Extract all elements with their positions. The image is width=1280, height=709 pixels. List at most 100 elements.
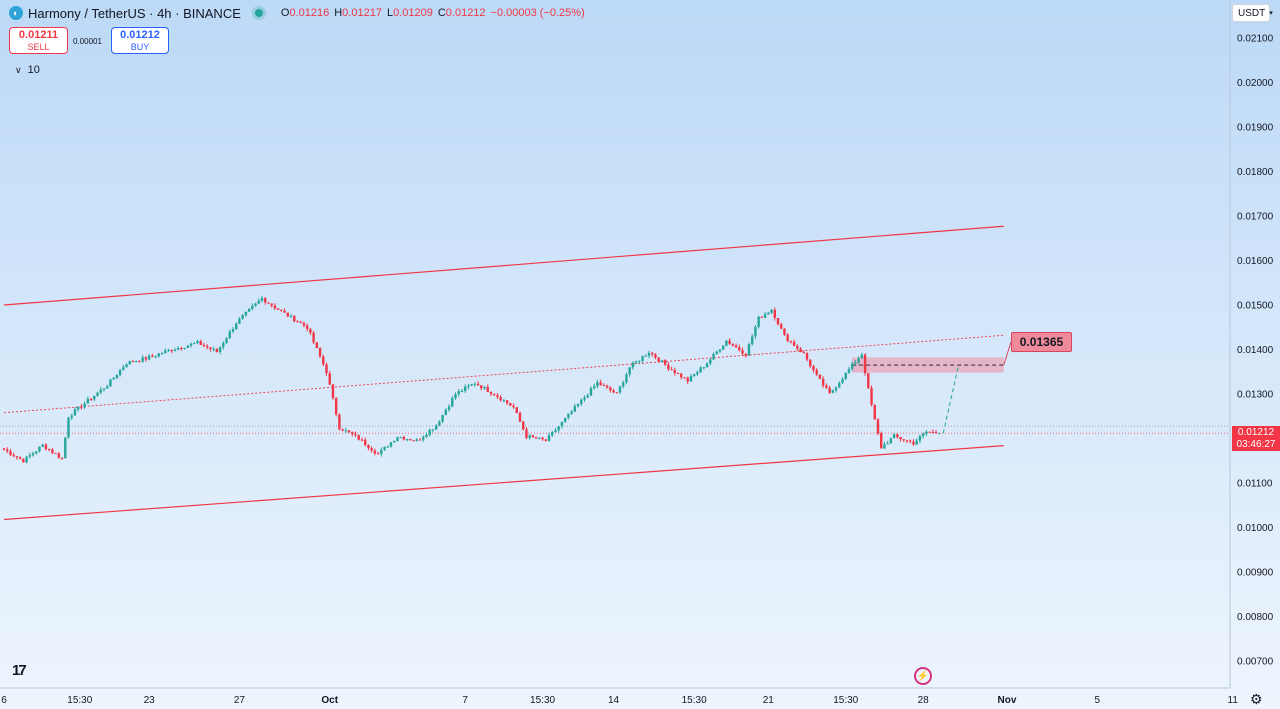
candle-body[interactable] bbox=[276, 308, 280, 310]
candle-body[interactable] bbox=[612, 390, 615, 393]
candle-body[interactable] bbox=[115, 375, 119, 378]
candle-body[interactable] bbox=[583, 397, 586, 400]
candle-body[interactable] bbox=[170, 350, 173, 352]
candle-body[interactable] bbox=[315, 342, 319, 349]
candle-body[interactable] bbox=[938, 433, 941, 435]
candle-body[interactable] bbox=[247, 308, 251, 312]
candle-body[interactable] bbox=[789, 341, 793, 343]
candle-body[interactable] bbox=[344, 430, 348, 432]
candle-body[interactable] bbox=[444, 409, 448, 415]
candle-body[interactable] bbox=[325, 364, 328, 374]
candle-body[interactable] bbox=[235, 323, 238, 330]
candle-body[interactable] bbox=[780, 324, 783, 329]
candle-body[interactable] bbox=[644, 355, 647, 357]
candle-body[interactable] bbox=[483, 386, 486, 389]
channel-middle-line[interactable] bbox=[3, 334, 1004, 414]
candle-body[interactable] bbox=[770, 309, 773, 313]
candle-body[interactable] bbox=[505, 400, 509, 404]
candle-body[interactable] bbox=[502, 400, 506, 402]
channel-lower-line[interactable] bbox=[3, 445, 1004, 521]
candle-body[interactable] bbox=[476, 383, 480, 386]
candle-body[interactable] bbox=[399, 437, 402, 439]
candle-body[interactable] bbox=[2, 448, 6, 450]
candle-body[interactable] bbox=[622, 382, 625, 387]
candle-body[interactable] bbox=[625, 374, 628, 383]
candle-body[interactable] bbox=[860, 354, 864, 359]
candle-body[interactable] bbox=[186, 345, 190, 348]
candle-body[interactable] bbox=[728, 340, 731, 344]
candle-body[interactable] bbox=[28, 455, 31, 457]
candle-body[interactable] bbox=[109, 379, 112, 387]
candle-body[interactable] bbox=[573, 406, 577, 412]
candle-body[interactable] bbox=[189, 343, 193, 346]
candle-body[interactable] bbox=[280, 309, 283, 311]
target-zone[interactable] bbox=[852, 357, 1004, 373]
candle-body[interactable] bbox=[570, 411, 573, 414]
candle-body[interactable] bbox=[25, 456, 28, 463]
candle-body[interactable] bbox=[286, 312, 289, 317]
candle-body[interactable] bbox=[567, 413, 570, 418]
candle-body[interactable] bbox=[454, 394, 457, 399]
candle-body[interactable] bbox=[393, 441, 396, 443]
candle-body[interactable] bbox=[415, 439, 418, 441]
candle-body[interactable] bbox=[99, 389, 102, 393]
candle-body[interactable] bbox=[857, 358, 860, 363]
candle-body[interactable] bbox=[705, 363, 709, 368]
candle-body[interactable] bbox=[412, 440, 415, 442]
candle-body[interactable] bbox=[64, 437, 67, 459]
candle-body[interactable] bbox=[512, 405, 515, 408]
candle-body[interactable] bbox=[667, 364, 670, 370]
candle-body[interactable] bbox=[615, 392, 618, 394]
candle-body[interactable] bbox=[912, 441, 915, 445]
candle-body[interactable] bbox=[199, 341, 202, 346]
candle-body[interactable] bbox=[309, 328, 312, 333]
candle-body[interactable] bbox=[470, 384, 473, 386]
candle-body[interactable] bbox=[738, 347, 741, 351]
candle-body[interactable] bbox=[138, 361, 141, 363]
candle-body[interactable] bbox=[747, 344, 751, 356]
candle-body[interactable] bbox=[183, 347, 186, 349]
candle-body[interactable] bbox=[921, 433, 925, 437]
candle-body[interactable] bbox=[905, 440, 909, 442]
candle-body[interactable] bbox=[631, 362, 635, 368]
candle-body[interactable] bbox=[596, 382, 599, 387]
candle-body[interactable] bbox=[773, 309, 776, 318]
candle-body[interactable] bbox=[73, 409, 77, 416]
candle-body[interactable] bbox=[431, 429, 435, 431]
candle-body[interactable] bbox=[386, 446, 389, 448]
candle-body[interactable] bbox=[663, 360, 667, 365]
candle-body[interactable] bbox=[654, 354, 657, 358]
candle-body[interactable] bbox=[909, 440, 912, 442]
candle-body[interactable] bbox=[331, 384, 335, 398]
candle-body[interactable] bbox=[154, 356, 157, 358]
candle-body[interactable] bbox=[12, 454, 15, 457]
candle-body[interactable] bbox=[696, 372, 699, 375]
candle-body[interactable] bbox=[102, 388, 106, 390]
candle-body[interactable] bbox=[135, 361, 138, 363]
candle-body[interactable] bbox=[880, 433, 883, 449]
candle-body[interactable] bbox=[731, 343, 735, 346]
candle-body[interactable] bbox=[196, 341, 199, 344]
candle-body[interactable] bbox=[660, 360, 664, 362]
candle-body[interactable] bbox=[264, 298, 267, 303]
candle-body[interactable] bbox=[867, 373, 870, 388]
candle-body[interactable] bbox=[760, 316, 764, 318]
candle-body[interactable] bbox=[96, 392, 99, 396]
candle-body[interactable] bbox=[238, 318, 241, 324]
candle-body[interactable] bbox=[347, 430, 351, 433]
candle-body[interactable] bbox=[538, 437, 541, 439]
candle-body[interactable] bbox=[673, 369, 676, 374]
candle-body[interactable] bbox=[812, 366, 815, 371]
candle-body[interactable] bbox=[876, 419, 880, 434]
candle-body[interactable] bbox=[841, 379, 844, 383]
candle-body[interactable] bbox=[9, 451, 12, 455]
candle-body[interactable] bbox=[364, 439, 367, 446]
candle-body[interactable] bbox=[638, 360, 641, 362]
currency-select[interactable]: USDT ▾ bbox=[1232, 4, 1273, 22]
candle-body[interactable] bbox=[670, 369, 673, 371]
candle-body[interactable] bbox=[193, 343, 196, 345]
candle-body[interactable] bbox=[293, 315, 296, 322]
candle-body[interactable] bbox=[434, 425, 438, 430]
candle-body[interactable] bbox=[902, 439, 905, 441]
candle-body[interactable] bbox=[334, 397, 338, 415]
